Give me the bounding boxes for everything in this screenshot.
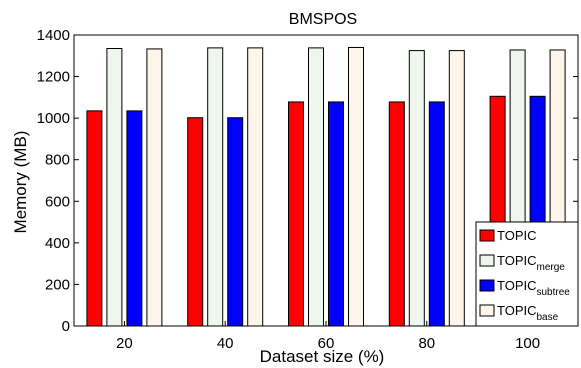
x-tick-label: 80 (418, 335, 435, 352)
y-tick-label: 600 (45, 193, 70, 210)
bar-topic-base-60 (348, 46, 364, 327)
bar-topic-subtree-20 (126, 110, 143, 327)
axes-group: 0 200 400 600 800 1000 1200 1400 20 40 60 80 100 (37, 27, 579, 352)
y-tick-label: 0 (62, 318, 70, 335)
legend-entry-label: TOPICbase (497, 303, 559, 323)
bar-topic-60 (288, 101, 304, 327)
legend-swatch (479, 279, 495, 292)
legend: TOPIC TOPICmerge TOPICsubtree TOPICbase (475, 221, 579, 327)
legend-entry-label: TOPIC (497, 228, 537, 243)
y-axis-label: Memory (MB) (11, 131, 30, 234)
legend-swatch (479, 304, 495, 317)
x-tick-label: 40 (217, 335, 234, 352)
bar-topic-merge-40 (207, 47, 224, 327)
legend-swatch (479, 254, 495, 267)
bar-topic-merge-20 (106, 48, 123, 327)
legend-entry-label: TOPICsubtree (497, 278, 570, 298)
bar-topic-subtree-40 (227, 117, 244, 327)
x-tick-label: 60 (318, 335, 335, 352)
bar-topic-merge-80 (408, 50, 425, 327)
bar-topic-20 (86, 110, 103, 327)
y-tick-label: 400 (45, 235, 70, 252)
y-tick-label: 1400 (37, 27, 70, 44)
bar-topic-subtree-80 (428, 101, 445, 327)
chart-title: BMSPOS (289, 11, 357, 28)
x-tick-label: 20 (116, 335, 133, 352)
y-tick-label: 200 (45, 276, 70, 293)
bar-topic-merge-60 (308, 47, 324, 327)
y-tick-label: 1200 (37, 69, 70, 86)
y-tick-label: 1000 (37, 110, 70, 127)
y-tick-label: 800 (45, 152, 70, 169)
legend-swatch (479, 229, 495, 242)
x-tick-label: 100 (515, 335, 540, 352)
bar-topic-base-80 (448, 50, 465, 327)
bar-topic-base-40 (247, 47, 264, 327)
bar-topic-80 (388, 101, 405, 327)
bar-topic-40 (187, 117, 204, 327)
bar-topic-subtree-60 (328, 101, 344, 327)
legend-entry-label: TOPICmerge (497, 253, 565, 273)
x-axis-label: Dataset size (%) (260, 347, 385, 366)
bar-topic-base-20 (146, 48, 163, 327)
